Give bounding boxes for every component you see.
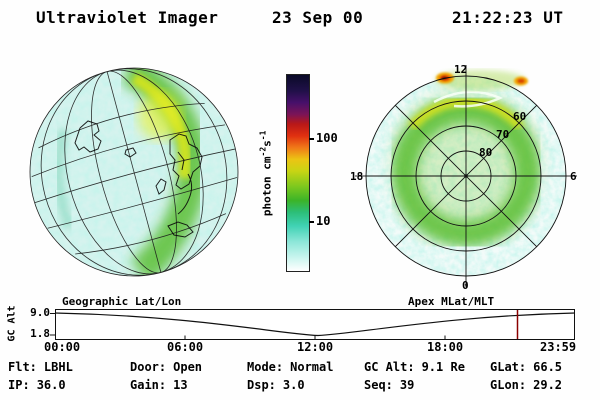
globe-limb [29, 67, 239, 277]
status-flt-value: LBHL [43, 360, 73, 374]
timeline-ytick-top: 9.0 [30, 306, 50, 319]
mlt-label-0: 0 [462, 279, 469, 292]
status-dsp: Dsp: 3.0 [247, 378, 305, 392]
panel-label-apex: Apex MLat/MLT [408, 295, 495, 308]
status-gain-value: 13 [173, 378, 188, 392]
timeline-ylabel: GC Alt [6, 305, 18, 342]
status-ip: IP: 36.0 [8, 378, 66, 392]
status-ip-label: IP: [8, 378, 30, 392]
status-door-value: Open [173, 360, 203, 374]
status-door-label: Door: [130, 360, 167, 374]
status-gc-alt-value: 9.1 Re [421, 360, 465, 374]
status-dsp-label: Dsp: [247, 378, 276, 392]
instrument-title: Ultraviolet Imager [36, 8, 219, 27]
colorbar-tick-10: 10 [316, 214, 331, 228]
colorbar-unit-prefix: photon cm [260, 156, 274, 217]
status-mode-label: Mode: [247, 360, 284, 374]
xtick-0000: 00:00 [44, 340, 81, 354]
mlat-label-70: 70 [496, 128, 509, 141]
mlat-label-80: 80 [479, 146, 492, 159]
colorbar-tick-100-mark [309, 138, 314, 140]
xtick-2359: 23:59 [540, 340, 577, 354]
status-glon-label: GLon: [490, 378, 527, 392]
status-glon-value: 29.2 [533, 378, 563, 392]
status-dsp-value: 3.0 [282, 378, 305, 392]
mlt-label-12: 12 [454, 63, 467, 76]
globe-aurora-layer [30, 68, 238, 276]
header-time: 21:22:23 UT [452, 8, 564, 27]
coastlines [74, 120, 203, 238]
status-ip-value: 36.0 [36, 378, 66, 392]
status-seq: Seq: 39 [364, 378, 414, 392]
colorbar-unit-sup2: -1 [258, 130, 268, 141]
status-mode-value: Normal [290, 360, 334, 374]
status-seq-label: Seq: [364, 378, 393, 392]
colorbar-unit-mid: s [260, 140, 274, 147]
xtick-1800: 18:00 [427, 340, 464, 354]
status-glat-label: GLat: [490, 360, 527, 374]
status-gc-alt: GC Alt: 9.1 Re [364, 360, 465, 374]
status-door: Door: Open [130, 360, 202, 374]
colorbar-tick-100: 100 [316, 131, 338, 145]
status-glon: GLon: 29.2 [490, 378, 562, 392]
colorbar-unit-sup1: -2 [258, 146, 268, 157]
status-mode: Mode: Normal [247, 360, 333, 374]
status-flt: Flt: LBHL [8, 360, 73, 374]
xtick-0600: 06:00 [167, 340, 204, 354]
colorbar-tick-10-mark [309, 221, 314, 223]
gc-alt-curve [54, 312, 576, 337]
header-date: 23 Sep 00 [272, 8, 364, 27]
timeline-chart [50, 309, 576, 340]
mlat-label-60: 60 [513, 110, 526, 123]
polar-center-dot [464, 174, 468, 178]
status-seq-value: 39 [399, 378, 415, 392]
mlt-label-6: 6 [570, 170, 577, 183]
dayside-glow [435, 70, 525, 90]
timeline-ticks [50, 313, 446, 340]
status-gain-label: Gain: [130, 378, 167, 392]
status-gc-alt-label: GC Alt: [364, 360, 415, 374]
status-flt-label: Flt: [8, 360, 37, 374]
colorbar-unit-label: photon cm-2s-1 [259, 93, 274, 253]
status-glat-value: 66.5 [533, 360, 563, 374]
xtick-1200: 12:00 [297, 340, 334, 354]
panel-label-geographic: Geographic Lat/Lon [62, 295, 182, 308]
geographic-globe-image [29, 67, 239, 277]
timeline-ytick-bottom: 1.8 [30, 327, 50, 340]
apex-polar-image: 12 18 6 0 60 70 80 [350, 63, 577, 292]
status-gain: Gain: 13 [130, 378, 188, 392]
mlt-label-18: 18 [350, 170, 363, 183]
status-glat: GLat: 66.5 [490, 360, 562, 374]
colorbar [286, 74, 310, 272]
